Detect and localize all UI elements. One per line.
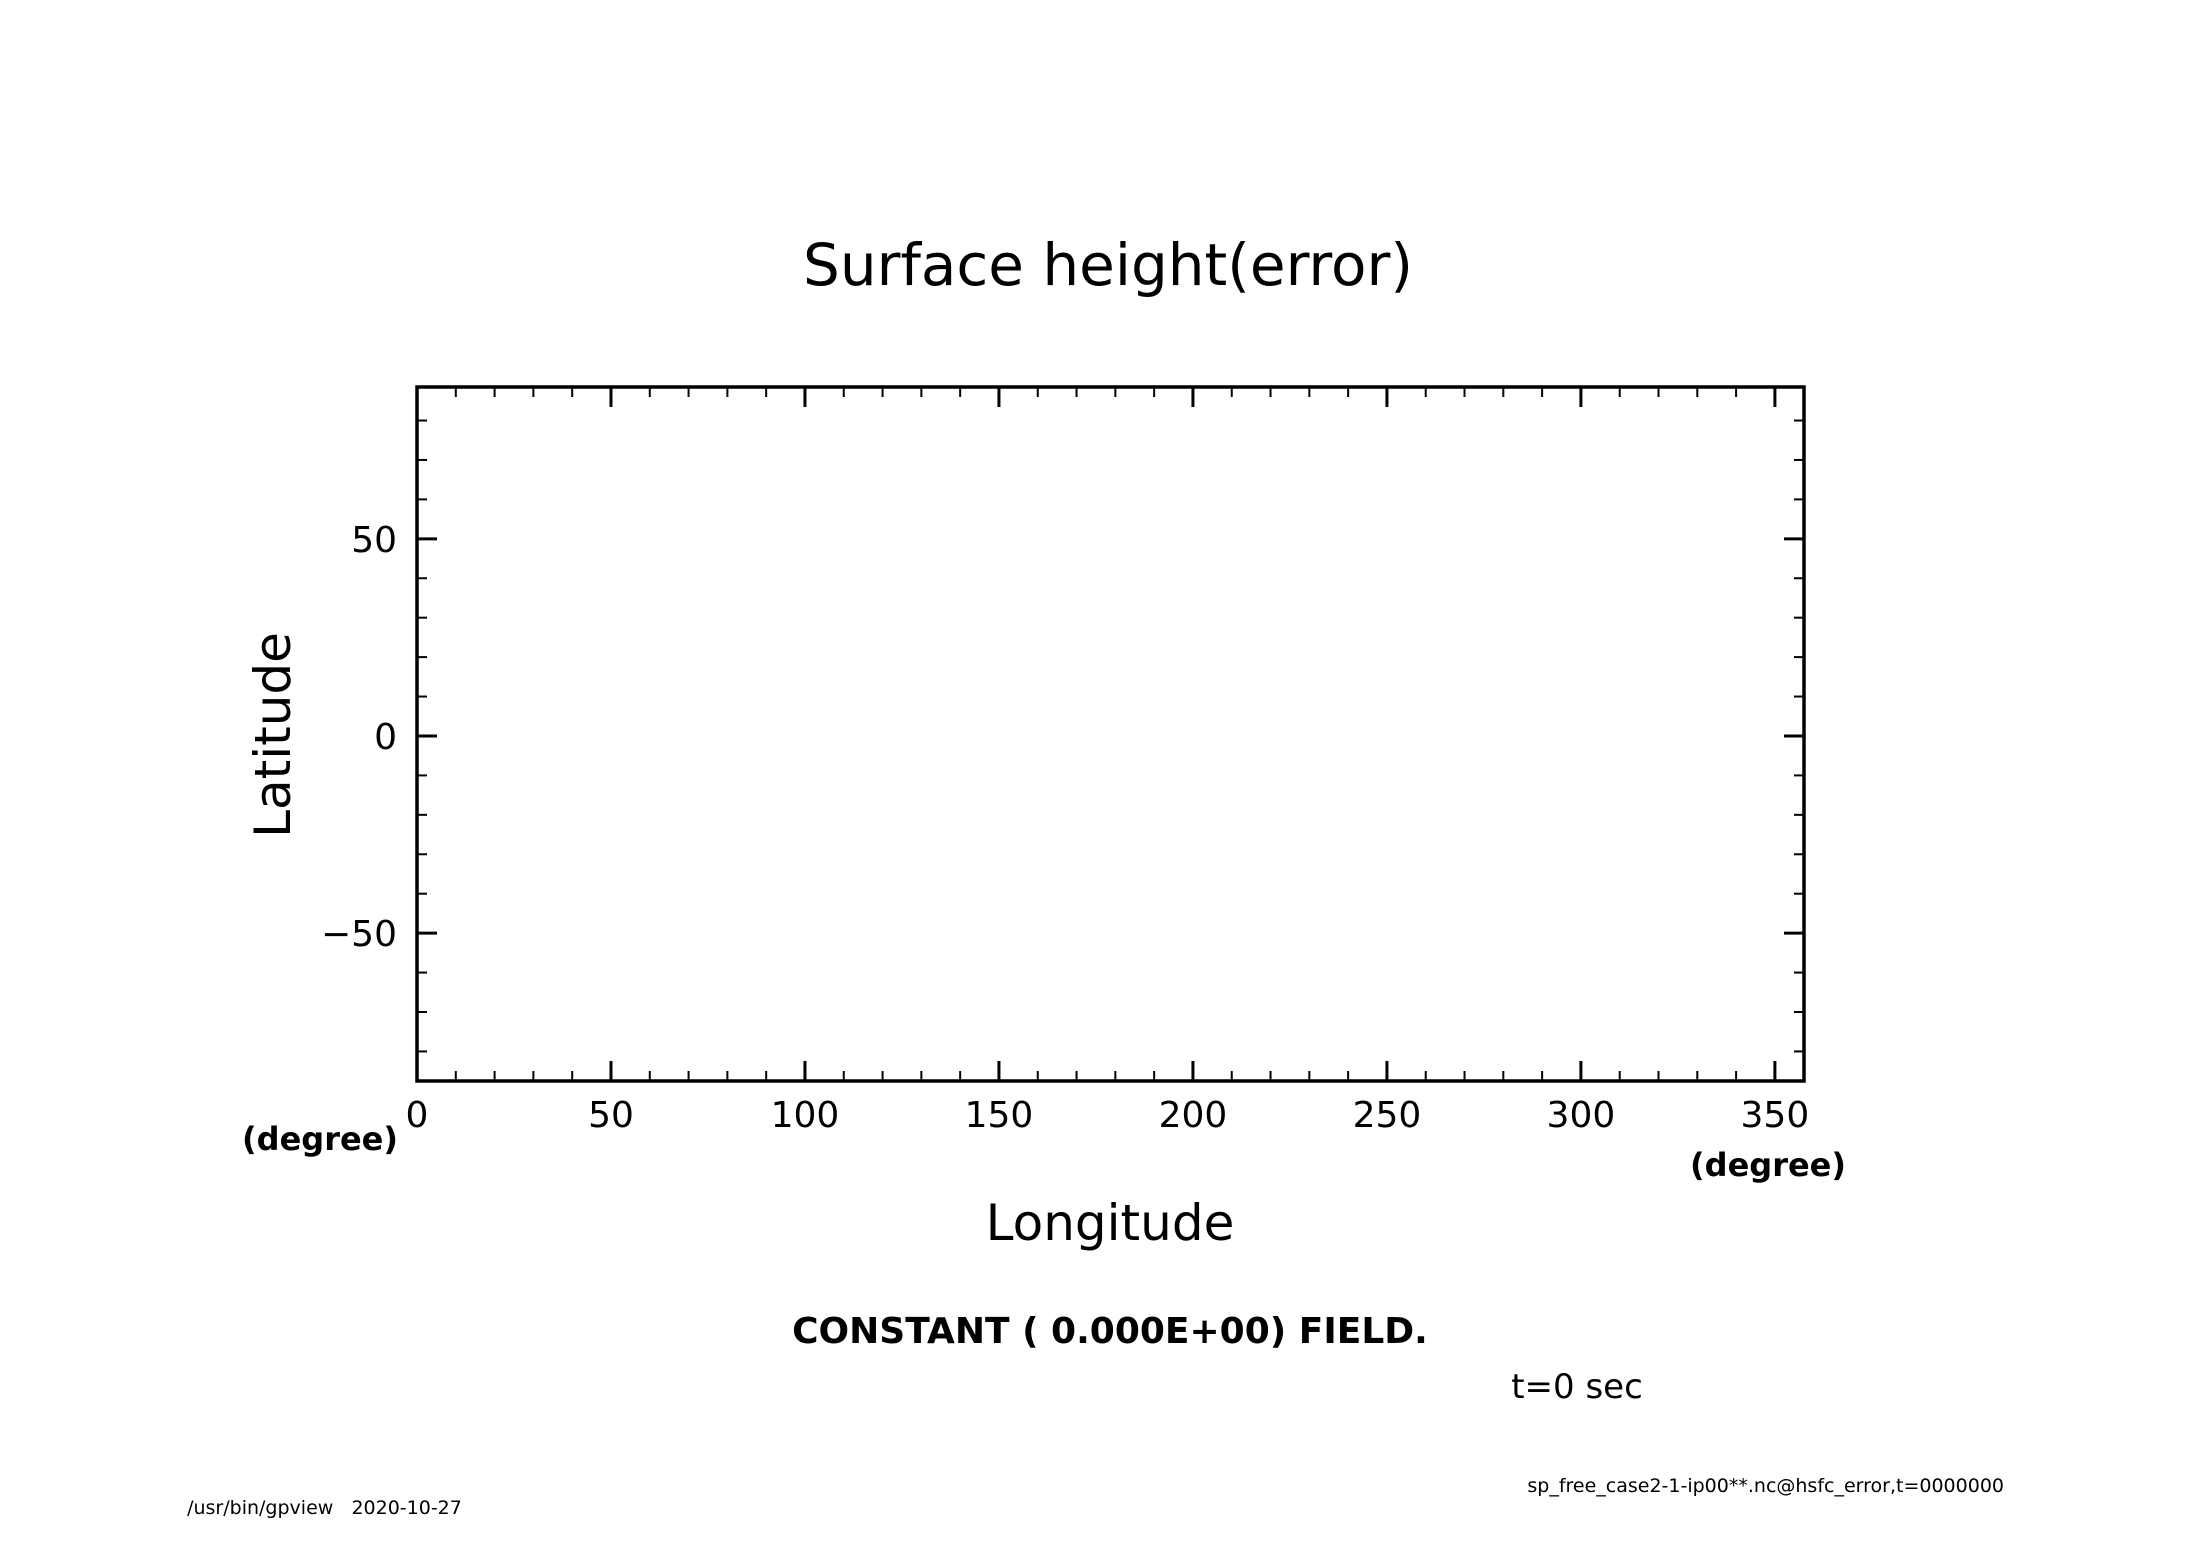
time-label: t=0 sec	[1511, 1367, 1643, 1407]
chart-title: Surface height(error)	[803, 231, 1413, 299]
x-axis-label: Longitude	[986, 1194, 1235, 1252]
y-tick-label: 50	[351, 520, 397, 561]
x-axis-ticks	[415, 387, 1777, 1081]
y-axis-ticks	[417, 419, 1804, 1053]
y-axis-tick-labels: −50 0 50	[321, 520, 397, 955]
plot-frame	[415, 385, 1806, 1083]
footer-right: sp_free_case2-1-ip00**.nc@hsfc_error,t=0…	[1527, 1475, 2004, 1497]
x-tick-label: 0	[406, 1095, 429, 1136]
y-axis-label: Latitude	[244, 632, 302, 838]
y-tick-label: 0	[374, 717, 397, 758]
footer-date: 2020-10-27	[351, 1497, 462, 1519]
x-axis-unit: (degree)	[1690, 1146, 1846, 1184]
field-note: CONSTANT ( 0.000E+00) FIELD.	[792, 1311, 1428, 1352]
x-tick-label: 350	[1741, 1095, 1810, 1136]
x-tick-label: 300	[1547, 1095, 1616, 1136]
x-tick-label: 250	[1353, 1095, 1422, 1136]
y-tick-label: −50	[321, 914, 397, 955]
y-axis-unit: (degree)	[242, 1120, 398, 1158]
x-tick-label: 50	[588, 1095, 634, 1136]
footer-left: /usr/bin/gpview 2020-10-27	[175, 1475, 462, 1519]
footer-program: /usr/bin/gpview	[187, 1497, 334, 1519]
x-axis-tick-labels: 0 50 100 150 200 250 300 350	[406, 1095, 1810, 1136]
x-tick-label: 150	[965, 1095, 1034, 1136]
x-tick-label: 100	[771, 1095, 840, 1136]
x-tick-label: 200	[1159, 1095, 1228, 1136]
